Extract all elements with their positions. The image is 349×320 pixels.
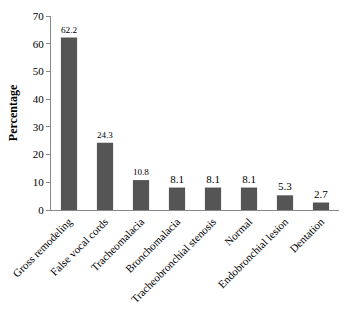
svg-text:40: 40 <box>33 93 45 105</box>
svg-text:Tracheobronchial stenosis: Tracheobronchial stenosis <box>129 216 219 306</box>
svg-text:8.1: 8.1 <box>206 173 220 185</box>
svg-text:5.3: 5.3 <box>278 180 292 192</box>
svg-text:10: 10 <box>33 176 45 188</box>
svg-text:2.7: 2.7 <box>314 188 328 200</box>
svg-text:24.3: 24.3 <box>97 130 113 140</box>
svg-text:0: 0 <box>38 204 44 216</box>
svg-text:Normal: Normal <box>222 216 254 248</box>
svg-text:10.8: 10.8 <box>133 167 149 177</box>
svg-text:62.2: 62.2 <box>61 25 78 35</box>
svg-text:30: 30 <box>33 121 45 133</box>
svg-text:Gross remodeling: Gross remodeling <box>10 215 74 279</box>
svg-text:Bronchomalacia: Bronchomalacia <box>123 215 183 275</box>
svg-text:8.1: 8.1 <box>170 173 184 185</box>
svg-text:20: 20 <box>33 148 45 160</box>
svg-text:60: 60 <box>33 38 45 50</box>
svg-text:50: 50 <box>33 65 45 77</box>
svg-text:Endobronchial lesion: Endobronchial lesion <box>215 215 290 290</box>
svg-text:False vocal cords: False vocal cords <box>48 216 110 278</box>
svg-text:Tracheomalacia: Tracheomalacia <box>88 215 146 273</box>
svg-text:Dentation: Dentation <box>287 215 327 255</box>
svg-text:Percentage: Percentage <box>6 84 20 141</box>
svg-text:70: 70 <box>33 10 45 22</box>
svg-text:8.1: 8.1 <box>242 173 256 185</box>
